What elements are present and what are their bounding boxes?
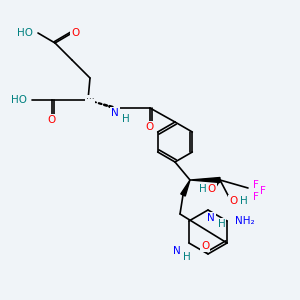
Text: H: H [122, 114, 130, 124]
Text: O: O [201, 241, 209, 251]
Text: H: H [240, 196, 248, 206]
Text: O: O [48, 115, 56, 125]
Text: H: H [183, 252, 191, 262]
Text: O: O [146, 122, 154, 132]
Polygon shape [181, 180, 190, 196]
Text: H: H [218, 219, 226, 229]
Text: N: N [111, 108, 119, 118]
Polygon shape [190, 178, 220, 182]
Text: F: F [253, 180, 259, 190]
Text: F: F [253, 192, 259, 202]
Text: N: N [173, 246, 181, 256]
Text: N: N [207, 213, 215, 223]
Text: H: H [199, 184, 207, 194]
Text: HO: HO [17, 28, 33, 38]
Text: O: O [71, 28, 79, 38]
Text: O: O [208, 184, 216, 194]
Text: O: O [229, 196, 237, 206]
Text: ···: ··· [86, 95, 94, 104]
Text: F: F [260, 186, 266, 196]
Text: HO: HO [11, 95, 27, 105]
Text: NH₂: NH₂ [235, 216, 255, 226]
